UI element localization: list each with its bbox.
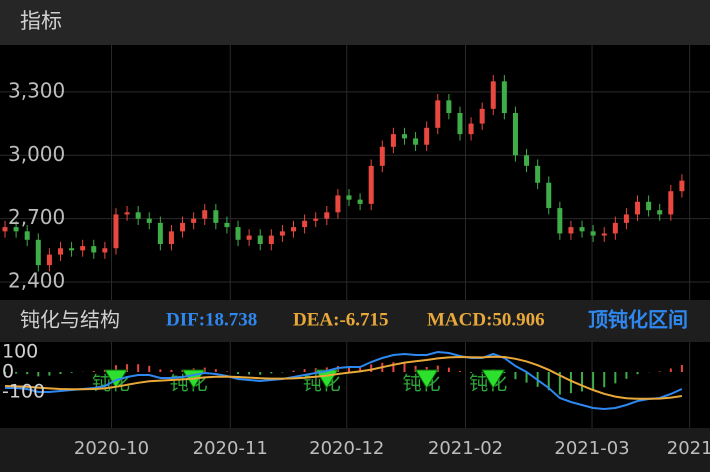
candle-body (657, 210, 663, 215)
candle-body (357, 199, 363, 204)
y-tick-label: 2,400 (8, 269, 65, 293)
candle-body (324, 212, 330, 219)
candle-body (512, 113, 518, 156)
candle-body (35, 239, 41, 266)
line-series (4, 355, 683, 400)
candle-body (579, 227, 585, 232)
candle-body (268, 235, 274, 245)
signal-marker (481, 369, 506, 389)
candle-body (302, 220, 308, 228)
x-tick-label: 2020-12 (309, 438, 384, 459)
y-tick-label: 3,300 (8, 78, 65, 102)
candle-body (69, 248, 75, 251)
candle-body (346, 195, 352, 200)
candle-body (246, 235, 252, 240)
candle-body (535, 165, 541, 183)
candle-body (368, 165, 374, 204)
candle-body (213, 210, 219, 223)
y-tick-label: 100 (2, 341, 38, 363)
candle-body (390, 134, 396, 147)
candle-body (13, 227, 19, 232)
candle-body (590, 231, 596, 236)
y-tick-label: 3,000 (8, 142, 65, 166)
candle-body (479, 108, 485, 124)
candle-body (490, 81, 496, 109)
candle-body (157, 222, 163, 245)
indicator-title: 钝化与结构 (20, 308, 120, 332)
y-tick-label: 0 (2, 361, 14, 383)
candle-body (113, 214, 119, 249)
candle-body (146, 218, 152, 223)
candle-body (401, 134, 407, 139)
candle-body (601, 233, 607, 236)
candle-body (279, 231, 285, 236)
header-bar (0, 0, 710, 45)
candle-body (224, 222, 230, 228)
y-tick-label: -100 (2, 381, 45, 403)
candle-body (679, 180, 685, 192)
candle-body (80, 246, 86, 251)
candle-body (102, 248, 108, 253)
x-tick-label: 2021-03 (554, 438, 629, 459)
y-tick-label: 2,700 (8, 205, 65, 229)
x-axis-bar (0, 428, 710, 472)
marks: 钝化 钝化 钝化 钝化 钝化 (2, 75, 685, 411)
candle-body (291, 227, 297, 232)
candle-body (568, 227, 574, 234)
candle-body (457, 113, 463, 135)
candle-body (2, 227, 8, 232)
candle-body (623, 214, 629, 223)
candle-body (180, 222, 186, 232)
signal-marker (414, 369, 439, 389)
candle-body (124, 212, 130, 215)
legend-dea: DEA:-6.715 (293, 309, 389, 330)
header-title: 指标 (20, 9, 62, 33)
legend-dif: DIF:18.738 (166, 309, 257, 330)
candle-body (668, 191, 674, 215)
x-tick-label: 2021 (667, 438, 710, 459)
candle-body (135, 212, 141, 219)
candle-body (646, 201, 652, 211)
line-series (5, 350, 683, 411)
candle-body (468, 123, 474, 135)
candle-body (379, 146, 385, 166)
candle-body (202, 210, 208, 219)
candle-body (446, 100, 452, 114)
candle-body (524, 155, 530, 166)
candle-body (257, 235, 263, 245)
candle-body (57, 248, 63, 255)
candle-body (424, 127, 430, 145)
candle-body (46, 254, 52, 266)
candle-body (91, 246, 97, 253)
candle-body (24, 231, 30, 240)
x-tick-label: 2020-10 (74, 438, 149, 459)
candle-body (191, 218, 197, 223)
x-tick-label: 2020-11 (193, 438, 268, 459)
candle-body (313, 218, 319, 221)
candle-body (612, 222, 618, 234)
candle-body (235, 227, 241, 240)
candle-body (501, 81, 507, 114)
candle-body (435, 100, 441, 128)
candle-body (168, 231, 174, 245)
candle-body (557, 208, 563, 234)
indicator-bar (0, 300, 710, 342)
labels: 2,400 2,700 3,000 3,300 2020-10 2020-11 2020-1… (2, 78, 710, 459)
legend-macd: MACD:50.906 (427, 309, 545, 330)
price-panel (0, 45, 710, 300)
x-tick-label: 2021-02 (428, 438, 503, 459)
candle-body (546, 182, 552, 209)
status-label: 顶钝化区间 (588, 308, 688, 332)
candle-body (413, 138, 419, 145)
candle-body (335, 195, 341, 213)
candle-body (635, 201, 641, 215)
